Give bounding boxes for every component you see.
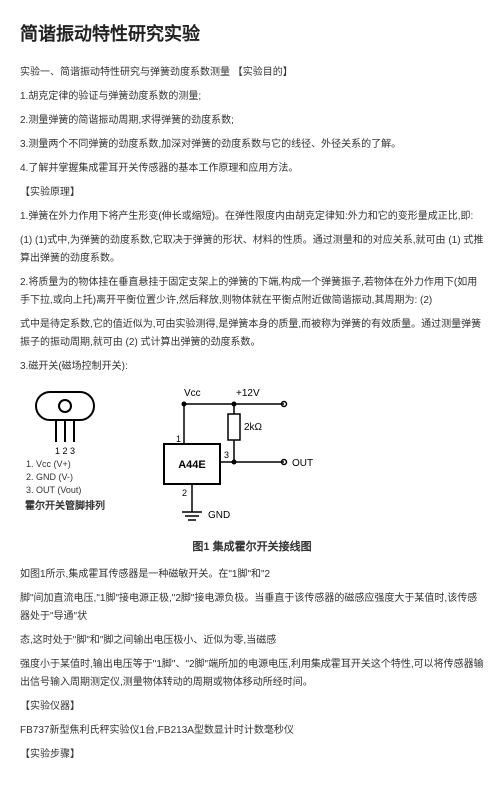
principle-header: 【实验原理】 xyxy=(20,184,484,202)
principle-5: 3.磁开关(磁场控制开关): xyxy=(20,358,484,376)
purpose-2: 2.测量弹簧的简谐振动周期,求得弹簧的劲度系数; xyxy=(20,112,484,130)
body-3: 态,这时处于"脚"和"脚之间输出电压极小、近似为零,当磁感 xyxy=(20,632,484,650)
circuit-diagram-icon: Vcc +12V 1 2kΩ A44E 2 GND xyxy=(134,384,334,534)
purpose-1: 1.胡克定律的验证与弹簧劲度系数的测量; xyxy=(20,88,484,106)
instruments: FB737新型焦利氏秤实验仪1台,FB213A型数显计时计数毫秒仪 xyxy=(20,722,484,740)
svg-text:A44E: A44E xyxy=(178,459,206,471)
svg-text:OUT: OUT xyxy=(292,458,313,469)
figure-2: Vcc +12V 1 2kΩ A44E 2 GND xyxy=(134,384,334,534)
svg-text:GND: GND xyxy=(208,510,230,521)
purpose-4: 4.了解并掌握集成霍耳开关传感器的基本工作原理和应用方法。 xyxy=(20,160,484,178)
principle-3: 2.将质量为的物体挂在垂直悬挂于固定支架上的弹簧的下端,构成一个弹簧振子,若物体… xyxy=(20,274,484,310)
page-title: 简谐振动特性研究实验 xyxy=(20,18,484,50)
pin-2: 2. GND (V-) xyxy=(26,471,110,484)
principle-2: (1) (1)式中,为弹簧的劲度系数,它取决于弹簧的形状、材料的性质。通过测量和… xyxy=(20,232,484,268)
pin-1: 1. Vcc (V+) xyxy=(26,458,110,471)
principle-1: 1.弹簧在外力作用下将产生形变(伸长或缩短)。在弹性限度内由胡克定律知:外力和它… xyxy=(20,208,484,226)
pin-numbers: 1 2 3 xyxy=(55,446,75,456)
svg-text:Vcc: Vcc xyxy=(184,388,201,399)
body-4: 强度小于某值时,输出电压等于"1脚"、"2脚"端所加的电源电压,利用集成霍耳开关… xyxy=(20,656,484,692)
svg-text:1: 1 xyxy=(176,434,181,444)
svg-text:3: 3 xyxy=(224,450,229,460)
svg-text:2: 2 xyxy=(182,488,187,498)
pin-3: 3. OUT (Vout) xyxy=(26,484,110,497)
intro: 实验一、简谐振动特性研究与弹簧劲度系数测量 【实验目的】 xyxy=(20,64,484,82)
principle-4: 式中是待定系数,它的值近似为,可由实验测得,是弹簧本身的质量,而被称为弹簧的有效… xyxy=(20,316,484,352)
fig1-label: 霍尔开关管脚排列 xyxy=(20,498,110,516)
body-1: 如图1所示,集成霍耳传感器是一种磁敏开关。在"1脚"和"2 xyxy=(20,566,484,584)
hall-sensor-icon: 1 2 3 xyxy=(30,384,100,456)
svg-text:+12V: +12V xyxy=(236,388,260,399)
purpose-3: 3.测量两个不同弹簧的劲度系数,加深对弹簧的劲度系数与它的线径、外径关系的了解。 xyxy=(20,136,484,154)
figure-row: 1 2 3 1. Vcc (V+) 2. GND (V-) 3. OUT (Vo… xyxy=(20,384,484,534)
body-2: 脚"间加直流电压,"1脚"接电源正极,"2脚"接电源负极。当垂直于该传感器的磁感… xyxy=(20,590,484,626)
pin-list: 1. Vcc (V+) 2. GND (V-) 3. OUT (Vout) xyxy=(26,458,110,496)
steps-header: 【实验步骤】 xyxy=(20,746,484,764)
svg-text:2kΩ: 2kΩ xyxy=(244,422,263,433)
figure-caption: 图1 集成霍尔开关接线图 xyxy=(20,538,484,558)
figure-1: 1 2 3 1. Vcc (V+) 2. GND (V-) 3. OUT (Vo… xyxy=(20,384,110,516)
instruments-header: 【实验仪器】 xyxy=(20,698,484,716)
